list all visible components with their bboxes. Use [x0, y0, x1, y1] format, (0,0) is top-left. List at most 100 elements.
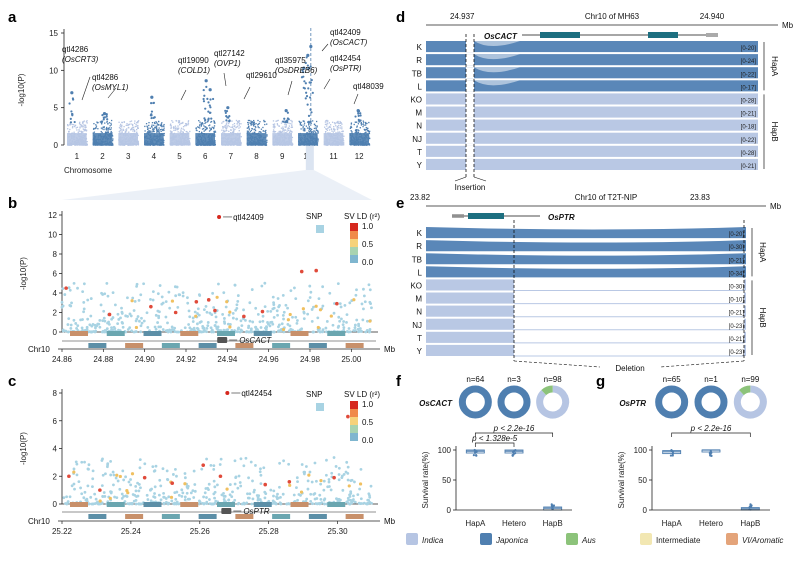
snp-point — [368, 137, 371, 139]
snp-point — [161, 328, 165, 331]
snp-point — [208, 144, 210, 146]
snp-point — [237, 144, 239, 146]
snp-point — [106, 294, 110, 298]
snp-point — [250, 144, 252, 146]
snp-point — [144, 125, 146, 128]
gene-model — [272, 343, 291, 348]
snp-point — [316, 144, 319, 146]
snp-point — [368, 131, 370, 133]
snp-point — [278, 144, 281, 146]
peak-point — [206, 97, 209, 100]
snp-point — [326, 123, 329, 125]
snp-point — [324, 326, 328, 330]
snp-point — [240, 324, 244, 327]
snp-point — [340, 317, 343, 321]
gene-model — [88, 514, 107, 519]
y-tick-label: 50 — [638, 476, 647, 485]
sv-point-mid-ld — [228, 310, 232, 314]
snp-point — [185, 123, 188, 125]
sv-legend-tick: 0.0 — [362, 436, 374, 445]
snp-point — [89, 297, 93, 300]
snp-point — [277, 323, 281, 327]
snp-point — [332, 131, 334, 133]
significance-bracket — [474, 432, 554, 437]
snp-point — [305, 497, 309, 501]
snp-point — [234, 128, 236, 131]
peak-point — [202, 100, 206, 103]
snp-point — [125, 124, 127, 127]
snp-point — [205, 496, 208, 499]
peak-lead-point — [150, 95, 154, 99]
coverage-track — [426, 158, 758, 170]
snp-point — [263, 281, 267, 285]
snp-point — [233, 459, 237, 463]
snp-point — [136, 122, 138, 124]
snp-point — [86, 120, 88, 122]
coverage-gap — [466, 80, 474, 92]
snp-point — [263, 120, 265, 123]
snp-point — [120, 312, 124, 315]
snp-point — [306, 127, 309, 129]
snp-point — [146, 126, 149, 128]
snp-point — [361, 123, 363, 125]
gene-label: OsPTR — [548, 213, 575, 222]
snp-point — [178, 127, 180, 129]
snp-point — [104, 330, 107, 334]
snp-point — [257, 126, 259, 128]
snp-annotation: qtl4286 — [92, 73, 119, 82]
snp-point — [68, 288, 72, 292]
snp-point — [154, 126, 156, 128]
snp-point — [204, 304, 208, 308]
snp-point — [153, 130, 155, 133]
snp-point — [251, 123, 253, 125]
annotation-arrow — [81, 76, 91, 101]
peak-point — [227, 116, 230, 119]
unit-label: Mb — [782, 21, 794, 30]
snp-point — [156, 122, 158, 124]
snp-point — [102, 491, 106, 494]
snp-point — [340, 474, 344, 478]
snp-point — [175, 128, 177, 130]
snp-point — [306, 479, 310, 483]
snp-point — [234, 308, 238, 312]
snp-annotation: (OsDREB6) — [275, 66, 318, 75]
start-coordinate: 23.82 — [410, 193, 431, 202]
y-tick-label: 12 — [48, 211, 57, 220]
snp-point — [263, 490, 267, 494]
gene-label: OsCACT — [419, 399, 453, 408]
gene-model — [253, 502, 272, 507]
snp-point — [227, 498, 231, 502]
snp-point — [109, 473, 113, 477]
snp-point — [157, 316, 161, 320]
snp-point — [253, 123, 255, 126]
snp-point — [237, 120, 240, 122]
unit-label: Mb — [384, 517, 396, 526]
snp-point — [84, 126, 86, 129]
snp-point — [343, 144, 345, 146]
snp-point — [236, 486, 240, 490]
snp-point — [139, 293, 143, 297]
snp-point — [106, 126, 108, 129]
box-point — [749, 505, 752, 508]
snp-point — [106, 120, 108, 123]
box-point — [670, 449, 673, 452]
snp-point — [198, 119, 200, 122]
snp-point — [224, 130, 226, 133]
snp-point — [368, 130, 371, 132]
snp-point — [276, 496, 280, 500]
track-range: [0-22] — [741, 72, 757, 78]
snp-point — [156, 123, 158, 125]
donut-segment — [694, 385, 728, 419]
snp-point — [206, 324, 210, 328]
snp-point — [284, 129, 287, 131]
snp-point — [73, 124, 75, 126]
snp-point — [346, 478, 350, 482]
snp-point — [177, 293, 181, 297]
coverage-gap — [466, 41, 474, 53]
snp-point — [309, 499, 313, 503]
snp-point — [196, 327, 200, 331]
peak-point — [303, 80, 306, 83]
snp-point — [200, 125, 202, 127]
snp-point — [158, 284, 162, 287]
peak-point — [311, 91, 314, 94]
